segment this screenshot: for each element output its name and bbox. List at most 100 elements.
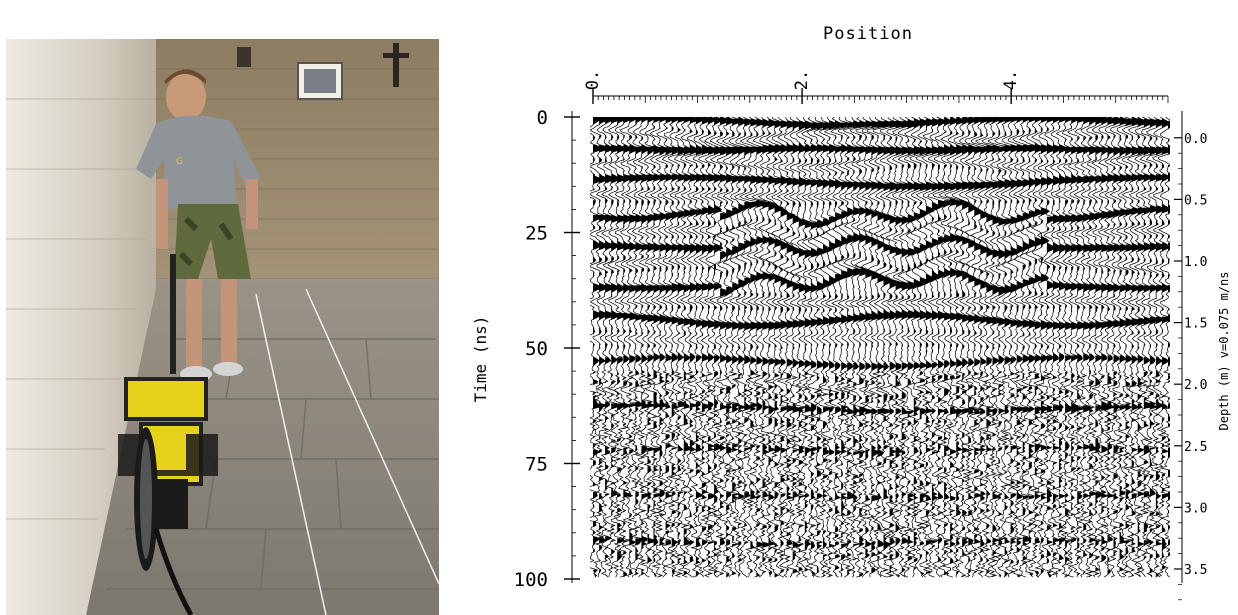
trace-wiggle [590, 116, 604, 578]
y2-axis-label: Depth (m) v=0.075 m/ns [1217, 272, 1231, 431]
trace-fill [1065, 117, 1075, 578]
trace-fill [835, 120, 845, 578]
trace-fill [599, 117, 609, 574]
trace-wiggle [685, 116, 707, 578]
y2-tick-label: 3.5 [1184, 563, 1207, 578]
trace-fill [968, 117, 978, 578]
trace-wiggle [830, 116, 851, 578]
y2-tick-label: 3.0 [1184, 501, 1207, 516]
trace-fill [1168, 120, 1170, 578]
trace-fill [671, 117, 682, 578]
trace-fill [798, 120, 807, 576]
trace-wiggle [927, 116, 948, 578]
trace-fill [816, 122, 827, 578]
trace-fill [774, 120, 784, 578]
trace-fill [853, 120, 863, 578]
trace-fill [895, 120, 907, 578]
survey-line [255, 293, 327, 615]
trace-fill [865, 120, 875, 576]
trace-wiggle [744, 116, 768, 578]
trace-wiggle [1152, 116, 1170, 578]
trace-fill [841, 122, 850, 578]
trace-fill [1155, 118, 1166, 578]
trace-fill [1137, 117, 1147, 578]
x-tick-label: 4. [1001, 70, 1021, 90]
trace-wiggle [1018, 116, 1039, 578]
trace-fill [1125, 118, 1135, 578]
trace-fill [1028, 117, 1039, 578]
y-axis: 0 25 50 75 100 [514, 107, 580, 591]
y2-tick-label: 0.5 [1184, 193, 1207, 208]
y2-axis: 0.0 0.5 1.0 1.5 2.0 2.5 3.0 3.5 [1174, 111, 1207, 601]
trace-fill [701, 117, 712, 578]
trace-wiggle [794, 116, 816, 578]
trace-fill [750, 118, 761, 574]
trace-fill [992, 117, 1003, 578]
y-axis-label: Time (ns) [471, 316, 490, 403]
radar-chart: Position Time (ns) Depth (m) v=0.075 m/n… [471, 24, 1231, 601]
trace-wiggle [981, 116, 1004, 578]
trace-fill [1059, 117, 1069, 572]
trace-wiggle [818, 116, 840, 578]
trace-fill [901, 120, 912, 578]
y-tick-label: 50 [525, 338, 548, 360]
person: G [136, 69, 261, 382]
trace-fill [1010, 117, 1021, 574]
trace-wiggle [590, 116, 610, 578]
chart-title: Position [823, 24, 913, 44]
trace-fill [847, 122, 856, 576]
trace-fill [1131, 117, 1142, 578]
trace-fill [974, 117, 985, 574]
y2-tick-label: 2.5 [1184, 440, 1207, 455]
trace-fill [919, 118, 931, 578]
cross-icon [383, 43, 409, 87]
trace-fill [1040, 117, 1050, 576]
trace-fill [780, 120, 790, 578]
trace-fill [804, 120, 815, 578]
trace-fill [1083, 117, 1093, 576]
trace-fill [889, 120, 901, 578]
trace-fill [792, 120, 803, 574]
trace-fill [683, 117, 694, 578]
trace-fill [823, 122, 833, 578]
gpr-cart-icon [118, 254, 218, 615]
trace-fill [1095, 117, 1105, 576]
trace-fill [913, 118, 924, 578]
y-tick-label: 100 [514, 569, 548, 591]
trace-fill [732, 118, 743, 576]
survey-line [305, 288, 439, 585]
radar-traces [590, 116, 1170, 578]
trace-wiggle [1049, 116, 1070, 578]
x-tick-label: 2. [792, 70, 812, 90]
trace-fill [762, 118, 774, 576]
y-tick-label: 25 [525, 223, 548, 245]
field-photo: G [6, 39, 439, 615]
trace-fill [623, 117, 633, 578]
y2-tick-label: 1.5 [1184, 317, 1207, 332]
trace-fill [708, 117, 719, 578]
trace-fill [877, 120, 888, 578]
trace-fill [829, 120, 839, 578]
y2-tick-label: 0.0 [1184, 132, 1207, 147]
trace-wiggle [661, 116, 682, 578]
trace-fill [1077, 117, 1087, 578]
trace-wiggle [1109, 116, 1131, 578]
trace-wiggle [728, 116, 750, 578]
y2-tick-label: 2.0 [1184, 378, 1207, 393]
trace-wiggle [673, 116, 695, 578]
trace-fill [925, 118, 936, 576]
trace-fill [647, 117, 657, 578]
trace-fill [593, 117, 603, 578]
y-tick-label: 75 [525, 454, 548, 476]
y-tick-label: 0 [537, 107, 548, 129]
trace-fill [1143, 118, 1153, 578]
trace-wiggle [619, 116, 640, 578]
trace-wiggle [783, 116, 803, 578]
left-wall [6, 39, 156, 615]
trace-fill [1071, 117, 1081, 578]
x-tick-label: 0. [583, 70, 603, 90]
trace-fill [907, 118, 918, 578]
trace-fill [944, 117, 954, 576]
y2-tick-label: 1.0 [1184, 255, 1207, 270]
x-axis: 0. 2. 4. [583, 70, 1169, 104]
